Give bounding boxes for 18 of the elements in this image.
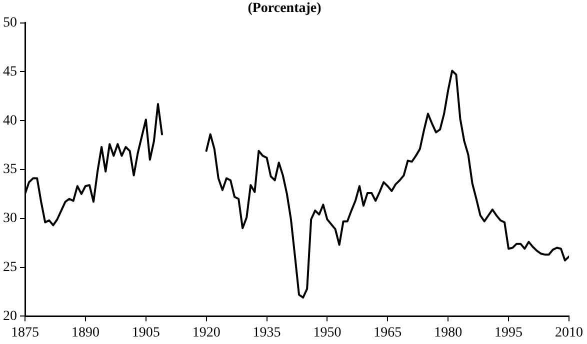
x-tick-label: 1950: [313, 325, 342, 340]
y-tick-label: 45: [3, 64, 17, 80]
y-tick-label: 40: [3, 113, 17, 128]
x-tick-label: 1980: [434, 325, 462, 340]
y-tick-label: 35: [3, 162, 17, 178]
x-tick-label: 1995: [494, 325, 523, 340]
y-tick-label: 20: [3, 308, 17, 324]
x-tick-label: 1920: [192, 325, 220, 340]
x-tick-label: 1890: [71, 325, 100, 340]
y-tick-label: 25: [3, 260, 17, 275]
x-tick-label: 1935: [252, 325, 281, 340]
chart-title: (Porcentaje): [248, 1, 322, 16]
x-tick-label: 1965: [374, 325, 402, 340]
x-tick-label: 1905: [132, 325, 160, 340]
y-tick-label: 50: [3, 15, 17, 30]
x-tick-label: 1875: [11, 325, 39, 340]
y-tick-label: 30: [3, 211, 17, 226]
x-tick-label: 2010: [555, 325, 583, 340]
